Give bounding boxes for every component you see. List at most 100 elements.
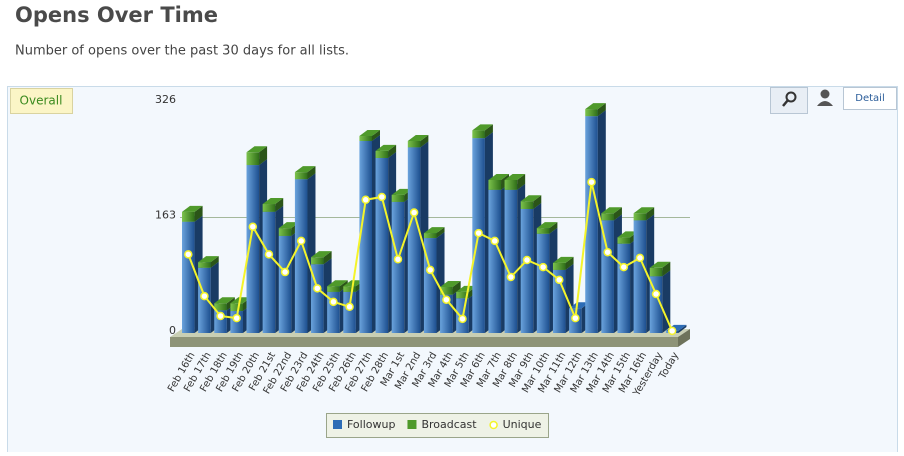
line-point [555, 275, 564, 285]
bar-top [472, 124, 493, 131]
bar [375, 150, 389, 158]
bar [182, 211, 195, 222]
line-point [458, 314, 467, 324]
bar-side [517, 173, 526, 190]
bar-side [678, 324, 687, 333]
bar-side [275, 198, 284, 212]
bar [198, 267, 211, 333]
bar [633, 220, 647, 333]
bar-top [311, 251, 332, 258]
tab[interactable] [10, 88, 73, 114]
bar [504, 189, 518, 333]
bar [198, 262, 211, 268]
bar [391, 201, 405, 333]
line-point [474, 228, 483, 238]
bar-top [520, 195, 542, 202]
bar-top [278, 222, 300, 229]
bar-side [388, 144, 397, 158]
bar [488, 189, 502, 333]
bar [423, 233, 437, 239]
bar-side [597, 103, 606, 117]
bar [504, 179, 518, 190]
bar [585, 109, 598, 117]
bar-top [601, 207, 622, 214]
bar-side [565, 256, 574, 270]
bar-top [423, 227, 445, 234]
bar-top [552, 256, 574, 263]
bar [230, 303, 243, 312]
bar-top [375, 144, 397, 151]
bar [488, 179, 502, 190]
bar [585, 116, 598, 333]
bar [262, 211, 276, 333]
bar-side [662, 261, 671, 277]
legend-swatch [489, 420, 498, 430]
bar [472, 130, 485, 139]
bar [552, 262, 566, 270]
bar-top [262, 198, 284, 205]
line-point [296, 236, 306, 246]
legend-label: Followup [347, 418, 395, 431]
legend-label: Unique [503, 418, 542, 431]
bar [456, 291, 469, 299]
bar-side [420, 134, 429, 148]
zoom-icon [785, 91, 797, 103]
bar-top [488, 173, 510, 180]
line-point [603, 247, 612, 257]
user-icon[interactable] [820, 89, 830, 99]
bar-top [585, 103, 606, 110]
bar-top [198, 256, 219, 263]
bar-top [504, 173, 526, 180]
bar-side [307, 166, 316, 180]
bar [343, 286, 356, 292]
bar [214, 303, 227, 311]
bar [246, 165, 260, 333]
bar [649, 276, 663, 333]
bar [294, 172, 308, 180]
detail-label[interactable]: Detail [855, 93, 884, 104]
line-point [329, 297, 338, 307]
bar [391, 194, 405, 202]
bar-top [407, 134, 429, 141]
bar [633, 213, 647, 221]
line-point [522, 255, 532, 265]
legend-label: Broadcast [421, 418, 477, 431]
line-point [571, 313, 580, 323]
floor [170, 337, 678, 347]
bar [440, 286, 453, 295]
bar-side [259, 146, 268, 166]
bar [182, 221, 195, 333]
bar [278, 228, 292, 236]
subtitle: Number of opens over the past 30 days fo… [15, 44, 349, 59]
bar-top [617, 231, 639, 238]
user-icon[interactable] [817, 101, 833, 106]
line-point [361, 195, 370, 205]
line-point [490, 236, 499, 246]
heading: Opens Over Time [15, 3, 218, 27]
line-point [313, 284, 322, 293]
bar-top [246, 146, 268, 153]
bar [359, 140, 372, 333]
bar [311, 257, 324, 265]
bar [407, 140, 421, 148]
bar [520, 201, 534, 209]
tab-label[interactable]: Overall [20, 94, 63, 108]
bar-side [484, 124, 493, 139]
bar-side [646, 207, 655, 221]
bar [343, 291, 356, 333]
line-point [345, 302, 354, 312]
bar [649, 267, 663, 277]
line-point [619, 262, 629, 272]
bar [262, 204, 276, 212]
line-point [651, 289, 661, 299]
bar [601, 220, 614, 333]
bar [246, 152, 260, 166]
bar-side [210, 256, 219, 268]
bar-side [194, 205, 203, 222]
line-point [248, 222, 258, 231]
bar-top [569, 302, 590, 309]
detail-button[interactable] [843, 87, 897, 110]
bar-side [549, 222, 558, 234]
bar [520, 208, 534, 333]
